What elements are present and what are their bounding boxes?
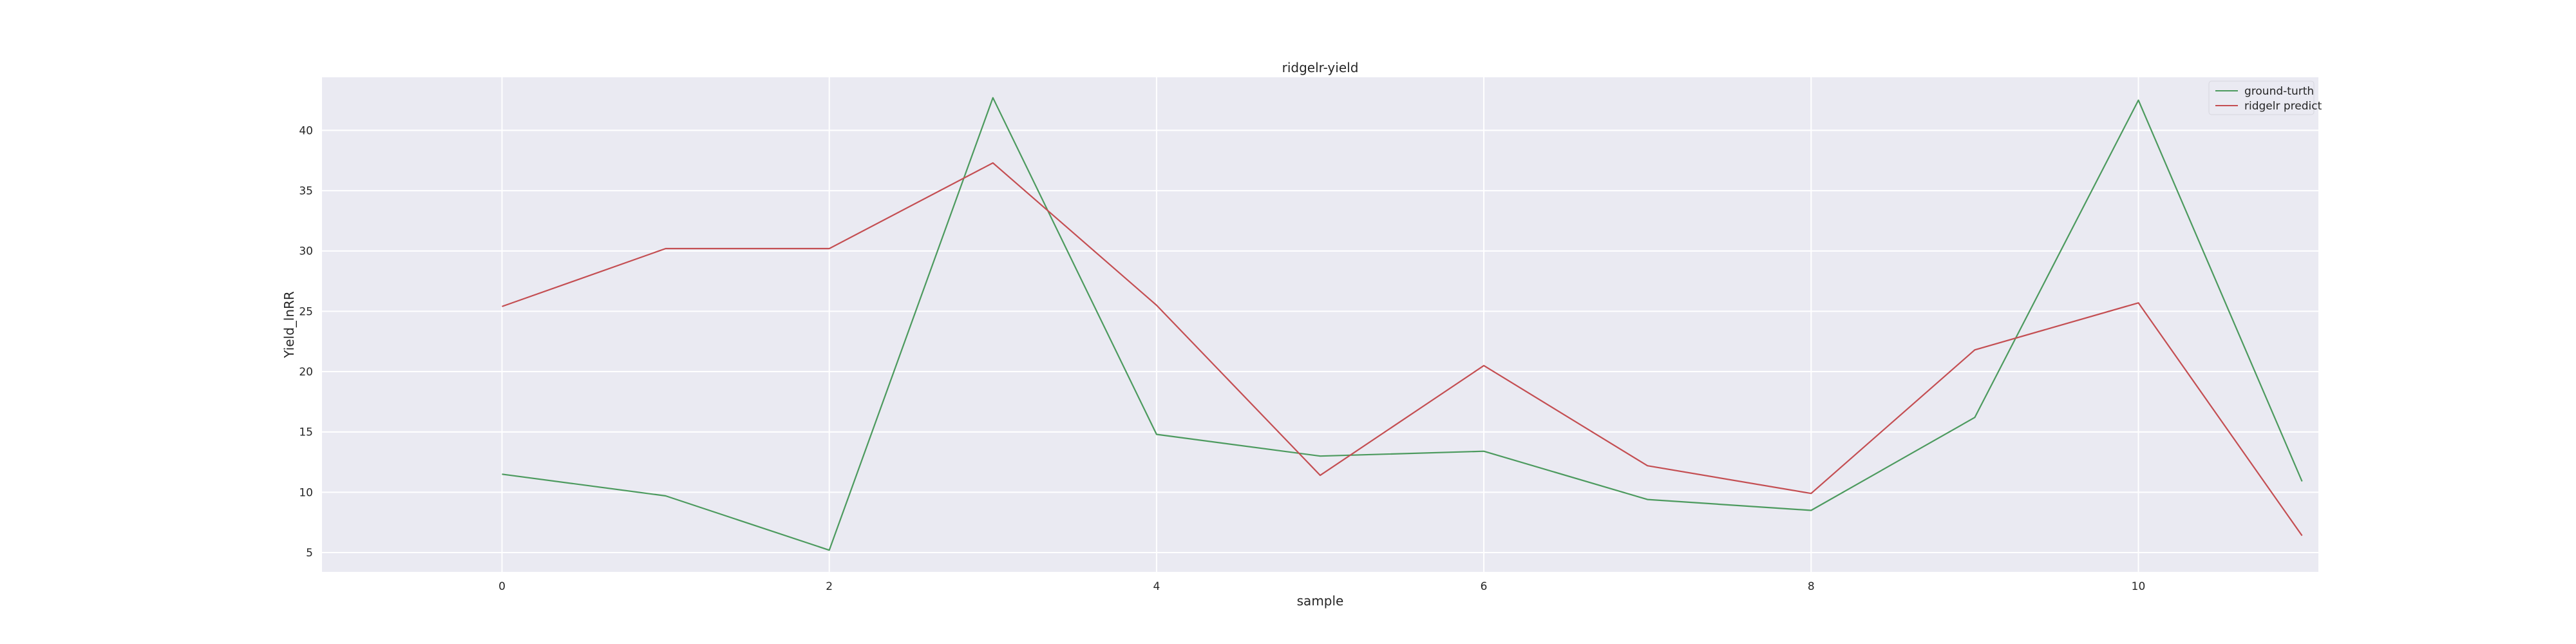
y-axis-label: Yield_lnRR — [281, 291, 297, 359]
y-tick-label: 40 — [299, 124, 313, 137]
grid-lines — [322, 77, 2318, 572]
y-tick-label: 5 — [306, 547, 313, 560]
legend-label-ground-turth: ground-turth — [2244, 85, 2314, 98]
plot-area — [322, 77, 2318, 572]
x-tick-label: 8 — [1808, 580, 1815, 593]
y-tick-labels: 5 10 15 20 25 30 35 40 — [299, 124, 313, 560]
x-tick-label: 10 — [2132, 580, 2146, 593]
x-tick-label: 4 — [1153, 580, 1160, 593]
chart-title: ridgelr-yield — [1282, 60, 1359, 75]
legend: ground-turth ridgelr predict — [2208, 80, 2322, 115]
y-tick-label: 15 — [299, 426, 313, 439]
y-tick-label: 35 — [299, 185, 313, 198]
x-tick-label: 6 — [1481, 580, 1488, 593]
y-tick-label: 30 — [299, 245, 313, 258]
series-line-ridgelr-predict — [502, 162, 2303, 536]
x-tick-label: 2 — [826, 580, 833, 593]
y-tick-label: 25 — [299, 305, 313, 318]
y-tick-label: 20 — [299, 366, 313, 379]
legend-label-ridgelr-predict: ridgelr predict — [2244, 100, 2322, 113]
x-tick-labels: 0 2 4 6 8 10 — [498, 580, 2145, 593]
y-tick-label: 10 — [299, 486, 313, 499]
series-lines — [502, 97, 2303, 551]
series-line-ground-turth — [502, 97, 2303, 551]
x-axis-label: sample — [1297, 593, 1344, 609]
x-tick-label: 0 — [498, 580, 506, 593]
